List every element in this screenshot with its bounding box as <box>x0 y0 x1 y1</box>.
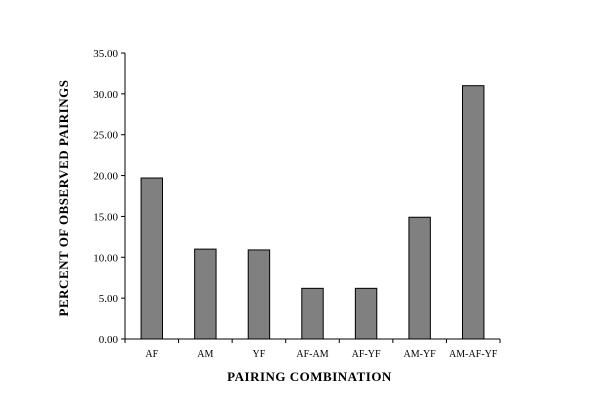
bar-af-yf <box>354 287 378 340</box>
y-tick-label: 35.00 <box>93 48 118 60</box>
y-axis-title: PERCENT OF OBSERVED PAIRINGS <box>56 80 71 317</box>
bar-yf <box>247 249 271 340</box>
x-tick-label: AF-YF <box>352 349 381 360</box>
y-tick-label: 0.00 <box>99 334 119 346</box>
bar-am <box>194 248 217 340</box>
x-tick-label: AM-YF <box>404 349 437 360</box>
x-tick-label: AF-AM <box>296 349 328 360</box>
bar-am-yf <box>408 216 431 340</box>
bar-af-am <box>301 287 324 340</box>
x-tick-label: AM <box>197 349 213 360</box>
y-tick-label: 10.00 <box>93 252 118 264</box>
y-tick-label: 15.00 <box>93 211 118 223</box>
x-tick-label: YF <box>253 349 266 360</box>
x-tick-label: AM-AF-YF <box>449 349 498 360</box>
bars-group <box>140 85 485 340</box>
y-tick-label: 20.00 <box>93 171 118 183</box>
y-tick-label: 25.00 <box>93 130 118 142</box>
x-axis-title: PAIRING COMBINATION <box>227 369 392 384</box>
x-axis: AF AM YF AF-AM AF-YF AM-YF AM-AF-YF <box>124 338 501 360</box>
y-axis: 0.00 5.00 10.00 15.00 20.00 25.00 30.00 35.00 <box>93 48 126 346</box>
y-tick-label: 5.00 <box>99 293 119 305</box>
y-tick-label: 30.00 <box>93 89 118 101</box>
bar-af <box>140 177 163 340</box>
x-tick-label: AF <box>145 349 158 360</box>
bar-am-af-yf <box>462 85 485 340</box>
